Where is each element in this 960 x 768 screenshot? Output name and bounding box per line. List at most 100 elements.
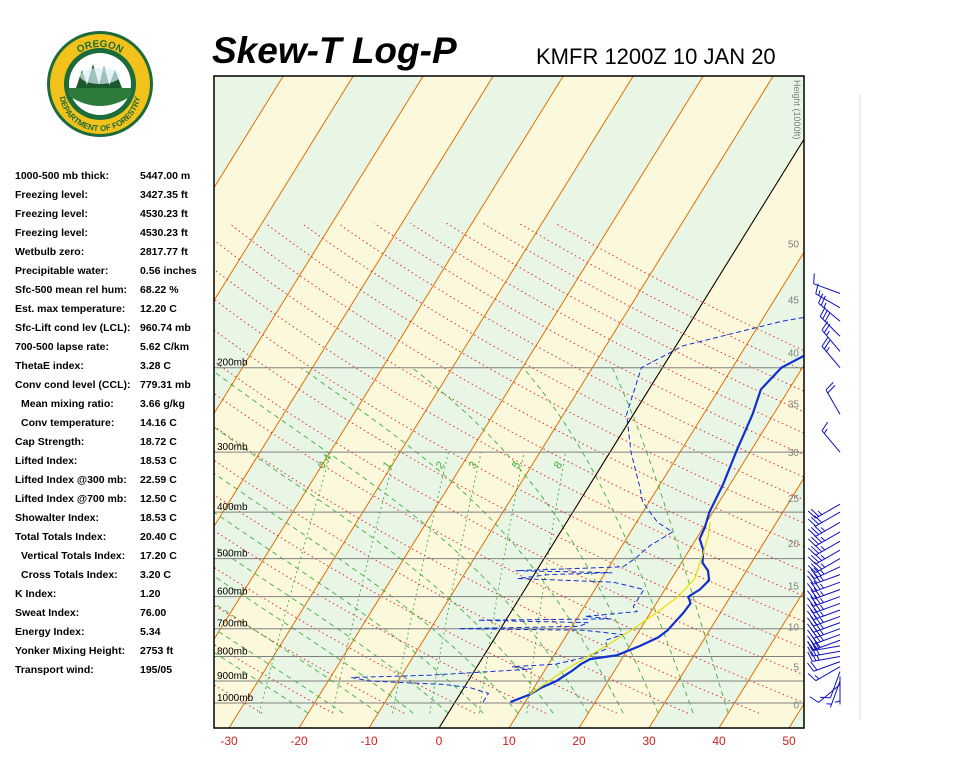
height-tick-label: 10 [788,623,800,634]
wind-barb-feather [807,570,815,579]
mixing-ratio-label: 5 [510,459,523,471]
wind-barb [807,521,841,537]
wind-barb-feather [821,421,829,432]
dry-adiabat [214,392,804,704]
stat-label: Sfc-Lift cond lev (LCL): [15,322,131,334]
dry-adiabat [265,222,804,524]
stat-label: Cross Totals Index: [21,569,118,581]
moist-adiabat [214,651,309,714]
height-tick-label: 5 [793,662,799,673]
wind-barb [807,651,841,662]
wind-barb-half-feather [820,527,826,532]
stat-value: 4530.23 ft [140,208,188,220]
stability-indices-panel: 1000-500 mb thick: 5447.00 m Freezing leve… [15,168,215,681]
stat-label: Transport wind: [15,664,94,676]
wind-barb [809,684,841,703]
wind-barb-feather [810,536,820,545]
wind-barb-staff [812,650,841,657]
wind-barb [807,666,841,682]
isobar-label: 1000mb [217,693,254,704]
dry-adiabat [228,222,804,548]
wind-barb-column [807,273,841,708]
stat-row: Cap Strength: 18.72 C [15,434,215,453]
wind-barb-feather [813,588,821,597]
wind-barb-staff [813,639,841,651]
stat-label: Sfc-500 mean rel hum: [15,284,128,296]
stat-row: Wetbulb zero: 2817.77 ft [15,244,215,263]
wind-barb-feather [819,307,826,317]
stat-label: Total Totals Index: [15,531,107,543]
wind-barb-staff [813,596,841,607]
wind-barb-feather [807,575,815,585]
stat-value: 4530.23 ft [140,227,188,239]
wind-barb-half-feather [823,428,828,434]
stat-label: Lifted Index @300 mb: [15,474,127,486]
stat-row: Conv cond level (CCL): 779.31 mb [15,377,215,396]
dry-adiabat [0,223,191,713]
height-tick-label: 40 [788,349,800,360]
stat-value: 3.28 C [140,360,171,372]
stat-value: 2817.77 ft [140,246,188,258]
stat-label: Cap Strength: [15,436,85,448]
wind-barb-feather [819,696,831,699]
stat-row: Sweat Index: 76.00 [15,605,215,624]
mixing-ratio-label: 3 [467,459,480,471]
stat-row: Total Totals Index: 20.40 C [15,529,215,548]
stat-value: 5.34 [140,626,161,638]
mixing-ratio-line [429,452,482,714]
wind-barb-staff [818,302,841,322]
stat-value: 17.20 C [140,550,177,562]
wind-barb-half-feather [820,636,824,641]
wind-barb-half-feather [820,630,824,635]
isotherm-line [368,76,774,728]
x-tick-label: -20 [290,734,308,748]
wind-barb-half-feather [820,554,826,560]
moist-adiabat [611,367,729,714]
stat-row: Yonker Mixing Height: 2753 ft [15,643,215,662]
wind-barb-feather [807,538,817,547]
wind-barb-staff [813,634,841,645]
isotherm-band [299,76,774,728]
moist-adiabat [214,545,449,714]
wind-barb-staff [829,680,841,708]
wind-barb-feather [813,515,823,523]
x-tick-label: 20 [572,734,586,748]
wind-barb [807,601,841,614]
wind-barb [821,321,841,352]
wind-barb-staff [815,503,841,519]
isotherm-band [0,76,143,728]
height-tick-label: 15 [788,582,800,593]
wind-barb [819,671,841,699]
wind-barb-staff [821,430,841,453]
wind-barb-staff [821,329,841,352]
x-tick-label: 40 [712,734,726,748]
logo-top-text: OREGON [75,39,125,56]
isotherm-line [0,76,213,728]
x-tick-label: 30 [642,734,656,748]
stat-label: Vertical Totals Index: [21,550,126,562]
stat-label: Lifted Index: [15,455,78,467]
stat-label: Mean mixing ratio: [21,398,114,410]
wind-barb-feather [807,673,817,682]
stat-row: Lifted Index @300 mb: 22.59 C [15,472,215,491]
isotherm-line [228,76,634,728]
stat-row: Energy Index: 5.34 [15,624,215,643]
mixing-ratio-label: 2 [434,459,447,471]
isotherm-line [214,76,284,189]
isotherm-line [859,76,960,728]
wind-barb-feather [824,312,831,322]
stat-value: 3427.35 ft [140,189,188,201]
stat-label: Freezing level: [15,208,88,220]
stat-label: Showalter Index: [15,512,100,524]
wind-barb-half-feather [820,583,824,589]
isotherm-line [214,76,354,302]
stat-row: Precipitable water: 0.56 inches [15,263,215,282]
wind-barb-feather [813,580,821,590]
isotherm-band [789,703,804,728]
stat-value: 18.53 C [140,455,177,467]
isotherm-line [718,589,804,728]
height-tick-label: 0 [793,701,799,712]
isotherm-line [0,76,143,728]
chart-title: Skew-T Log-P [212,30,457,71]
